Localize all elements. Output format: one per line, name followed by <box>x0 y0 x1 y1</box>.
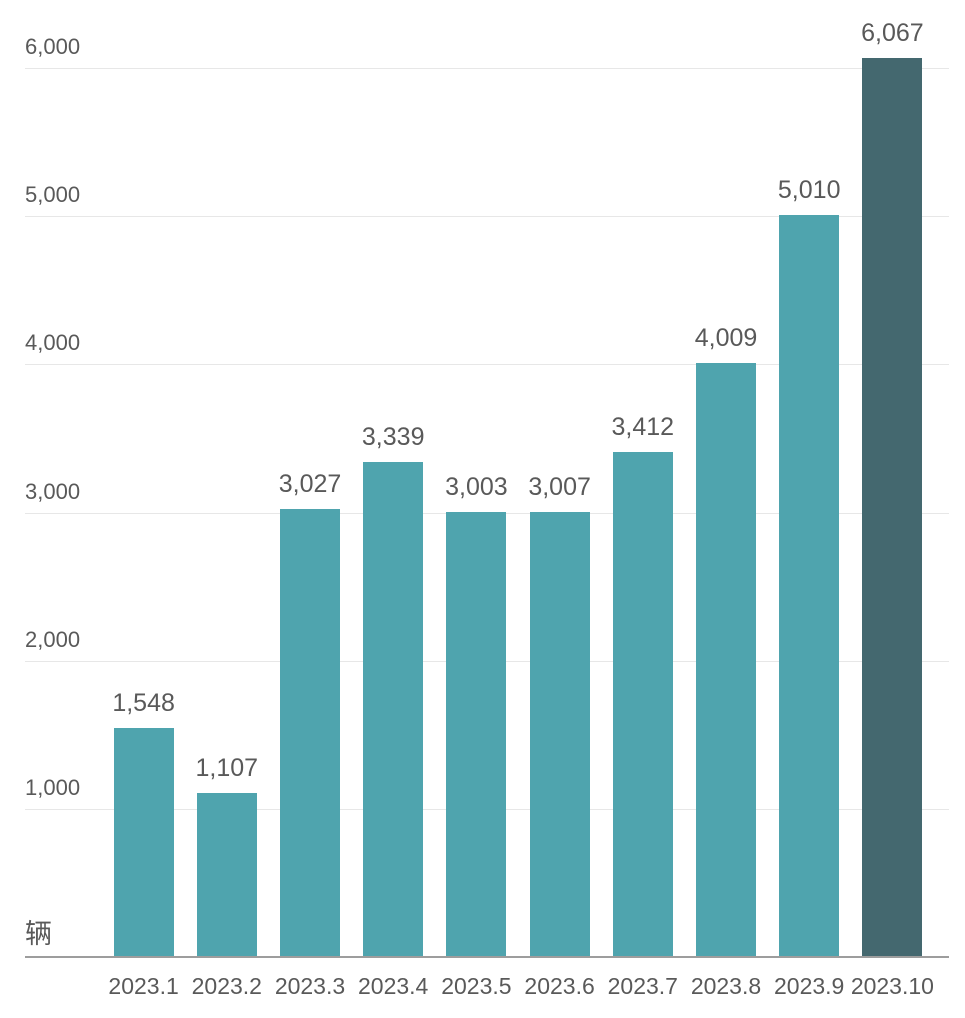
x-axis-label: 2023.10 <box>850 973 934 999</box>
bar-2023.2 <box>196 793 257 957</box>
x-axis-label: 2023.8 <box>690 973 762 999</box>
x-axis-line <box>25 956 949 958</box>
bar-2023.5 <box>446 512 507 957</box>
bar-value-label: 3,027 <box>278 469 342 498</box>
x-axis-label: 2023.5 <box>441 973 512 999</box>
bar-value-label: 3,003 <box>445 473 508 502</box>
x-axis-label: 2023.7 <box>607 973 678 999</box>
gridline-5000 <box>25 216 949 218</box>
bar-value-label: 1,548 <box>112 688 175 717</box>
x-axis-label: 2023.1 <box>108 973 179 999</box>
y-axis-unit-label: 辆 <box>25 919 52 949</box>
bar-2023.3 <box>280 508 340 957</box>
x-axis-label: 2023.4 <box>358 973 429 999</box>
y-axis-tick-label: 5,000 <box>25 182 81 208</box>
bar-value-label: 1,107 <box>195 754 259 782</box>
y-axis-tick-label: 3,000 <box>25 478 81 504</box>
bar-value-label: 5,010 <box>777 175 841 204</box>
x-axis-label: 2023.2 <box>191 973 262 999</box>
bar-2023.6 <box>529 511 590 957</box>
bar-value-label: 3,007 <box>528 472 591 501</box>
bar-2023.9 <box>779 214 840 957</box>
gridline-4000 <box>25 364 949 366</box>
bar-value-label: 3,339 <box>361 423 425 452</box>
x-axis-label: 2023.3 <box>274 973 346 999</box>
x-axis-label: 2023.9 <box>774 973 845 999</box>
bar-value-label: 3,412 <box>611 412 675 441</box>
bar-2023.1 <box>113 727 174 957</box>
y-axis-tick-label: 1,000 <box>25 774 81 800</box>
y-axis-tick-label: 6,000 <box>25 34 81 59</box>
bar-2023.8 <box>696 363 756 957</box>
bar-2023.10 <box>862 58 923 957</box>
x-axis-label: 2023.6 <box>524 973 595 999</box>
bar-2023.7 <box>612 451 673 957</box>
gridline-6000 <box>25 68 949 69</box>
bar-value-label: 4,009 <box>694 324 758 352</box>
bar-value-label: 6,067 <box>861 19 924 48</box>
y-axis-tick-label: 4,000 <box>25 330 81 356</box>
bar-2023.4 <box>363 462 424 957</box>
y-axis-tick-label: 2,000 <box>25 626 81 652</box>
